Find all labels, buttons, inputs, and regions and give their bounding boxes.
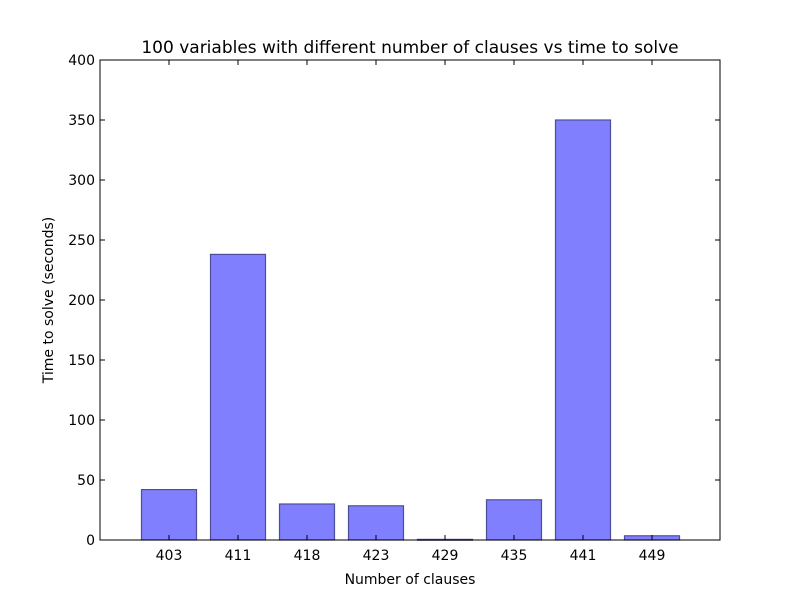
x-axis-label: Number of clauses bbox=[345, 572, 476, 588]
bar-435 bbox=[485, 499, 543, 541]
x-tick-label-441: 441 bbox=[570, 548, 597, 564]
bar-423 bbox=[347, 505, 405, 541]
x-tick-label-411: 411 bbox=[225, 548, 252, 564]
y-tick-label-250: 250 bbox=[68, 233, 95, 249]
x-tick-label-429: 429 bbox=[432, 548, 459, 564]
bar-403 bbox=[140, 489, 198, 541]
chart-title: 100 variables with different number of c… bbox=[141, 38, 678, 58]
x-tick-label-435: 435 bbox=[501, 548, 528, 564]
bar-441 bbox=[554, 119, 612, 541]
y-tick-label-350: 350 bbox=[68, 113, 95, 129]
bar-411 bbox=[209, 253, 267, 541]
plot-frame bbox=[99, 59, 721, 541]
y-tick-label-0: 0 bbox=[86, 533, 95, 549]
y-tick-label-300: 300 bbox=[68, 173, 95, 189]
y-tick-label-100: 100 bbox=[68, 413, 95, 429]
x-tick-label-403: 403 bbox=[156, 548, 183, 564]
y-axis-label: Time to solve (seconds) bbox=[41, 217, 57, 384]
x-tick-label-449: 449 bbox=[639, 548, 666, 564]
x-tick-label-418: 418 bbox=[294, 548, 321, 564]
y-tick-label-150: 150 bbox=[68, 353, 95, 369]
y-tick-label-400: 400 bbox=[68, 53, 95, 69]
x-tick-label-423: 423 bbox=[363, 548, 390, 564]
y-tick-label-50: 50 bbox=[77, 473, 95, 489]
y-tick-label-200: 200 bbox=[68, 293, 95, 309]
bar-418 bbox=[278, 503, 336, 541]
plot-area: 403 411 418 423 429 435 441 449 0 50 100 150 200 250 3… bbox=[68, 53, 721, 564]
